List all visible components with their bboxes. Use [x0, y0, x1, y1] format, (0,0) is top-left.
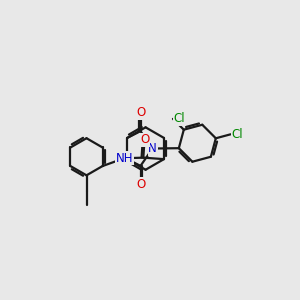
Text: O: O — [136, 106, 145, 119]
Text: Cl: Cl — [231, 128, 243, 141]
Text: Cl: Cl — [174, 112, 185, 125]
Text: O: O — [136, 178, 145, 190]
Text: N: N — [148, 142, 157, 155]
Text: O: O — [140, 134, 149, 146]
Text: NH: NH — [116, 152, 133, 165]
